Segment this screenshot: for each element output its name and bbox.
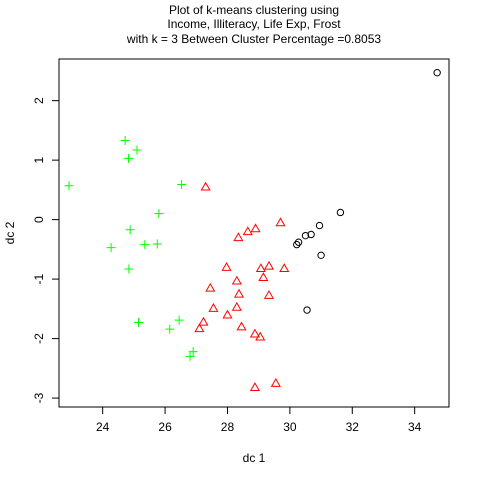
data-point-triangle (231, 301, 242, 311)
x-tick-label: 26 (158, 420, 172, 434)
x-tick-label: 28 (221, 420, 235, 434)
data-point-plus (134, 318, 144, 328)
data-point-triangle (255, 263, 266, 273)
data-point-plus (188, 347, 198, 357)
data-points (64, 68, 441, 392)
data-point-plus (124, 264, 134, 274)
data-point-circle (303, 306, 311, 314)
chart-title-line-3: with k = 3 Between Cluster Percentage =0… (126, 32, 381, 46)
data-point-triangle (194, 323, 205, 333)
data-point-triangle (233, 288, 245, 298)
y-tick-label: 1 (32, 156, 46, 163)
y-axis: 2 1 0 -1 -2 -3 (32, 97, 60, 403)
data-point-triangle (242, 226, 253, 236)
data-point-circle (293, 240, 301, 249)
data-point-triangle (255, 331, 266, 341)
data-point-triangle (231, 275, 242, 285)
data-point-triangle (208, 303, 219, 312)
x-tick-label: 24 (96, 420, 110, 434)
data-point-triangle (263, 260, 275, 270)
data-point-plus (152, 239, 162, 249)
data-point-plus (140, 240, 150, 250)
y-axis-label: dc 2 (3, 221, 17, 244)
data-point-plus (174, 315, 184, 325)
data-point-plus (120, 135, 130, 145)
data-point-plus (154, 209, 164, 219)
data-point-plus (106, 243, 116, 253)
data-point-triangle (279, 263, 290, 273)
data-point-circle (336, 208, 345, 217)
y-tick-label: -2 (32, 333, 46, 344)
data-point-triangle (233, 232, 244, 242)
data-point-plus (185, 351, 195, 361)
data-point-circle (433, 68, 441, 77)
data-point-triangle (221, 261, 232, 271)
y-tick-label: -3 (32, 392, 46, 403)
data-point-triangle (249, 328, 260, 338)
data-point-circle (307, 230, 315, 239)
chart-title-line-2: Income, Illiteracy, Life Exp, Frost (167, 17, 341, 31)
data-point-plus (64, 181, 74, 191)
data-point-plus (125, 225, 135, 235)
x-axis-label: dc 1 (243, 451, 266, 465)
data-point-circle (301, 231, 310, 240)
data-point-circle (294, 238, 303, 246)
data-point-plus (177, 180, 187, 190)
data-point-triangle (258, 272, 269, 281)
data-point-triangle (249, 382, 260, 392)
data-point-triangle (200, 181, 211, 191)
data-point-triangle (198, 316, 209, 326)
x-tick-label: 34 (408, 420, 422, 434)
plot-area-frame (58, 58, 450, 408)
data-point-triangle (236, 321, 247, 331)
y-tick-label: 0 (32, 216, 46, 223)
data-point-circle (317, 251, 325, 260)
y-tick-label: -1 (32, 273, 46, 284)
data-point-triangle (250, 223, 261, 233)
chart-title-line-1: Plot of k-means clustering using (169, 3, 339, 17)
x-tick-label: 32 (346, 420, 360, 434)
data-point-triangle (222, 309, 233, 319)
data-point-triangle (270, 377, 281, 387)
data-point-plus (124, 153, 134, 163)
y-tick-label: 2 (32, 97, 46, 104)
data-point-triangle (205, 282, 216, 292)
data-point-plus (132, 145, 142, 155)
data-point-triangle (263, 289, 275, 299)
x-axis: 24 26 28 30 32 34 (96, 406, 422, 434)
data-point-circle (315, 221, 324, 230)
x-tick-label: 30 (283, 420, 297, 434)
data-point-plus (165, 324, 175, 334)
data-point-triangle (275, 217, 286, 227)
